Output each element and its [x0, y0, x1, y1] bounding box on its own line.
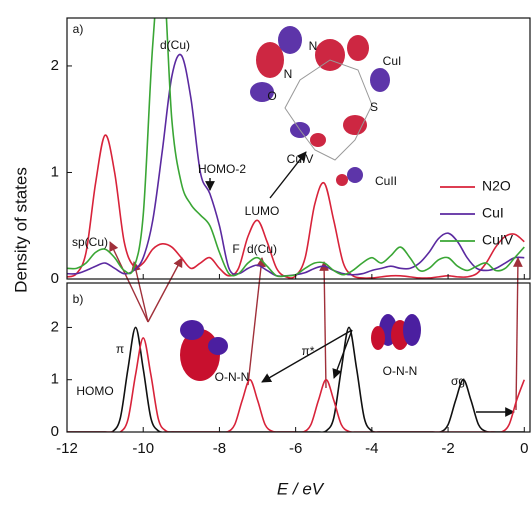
- legend-label: CuIV: [482, 232, 514, 248]
- y-tick-label: 1: [51, 371, 59, 388]
- x-tick-label: -6: [289, 440, 302, 457]
- annotation: d(Cu): [247, 242, 277, 256]
- annotation: d(Cu): [160, 38, 190, 52]
- arrow: [269, 151, 307, 199]
- orbital-lobe: [403, 314, 421, 346]
- plot-frame: [66, 282, 531, 433]
- annotation: N: [284, 67, 293, 81]
- annotation: CuI: [383, 54, 402, 68]
- series-line: [67, 18, 525, 278]
- orbital-lobe: [347, 167, 363, 183]
- arrow: [512, 257, 523, 411]
- arrows: [109, 151, 523, 417]
- orbital-lobe: [208, 337, 228, 355]
- orbital-lobe: [310, 133, 326, 147]
- annotation: a): [73, 22, 84, 36]
- orbital-lobe: [256, 42, 284, 78]
- annotation: π: [116, 342, 124, 356]
- orbital-lobe: [180, 320, 204, 340]
- arrow: [109, 241, 149, 323]
- arrow: [247, 257, 266, 386]
- plot-frame: [66, 17, 531, 280]
- annotation: HOMO-2: [198, 162, 246, 176]
- annotation: O-N-N: [215, 370, 250, 384]
- annotation: HOMO: [76, 384, 113, 398]
- x-axis-label: E / eV: [277, 479, 325, 498]
- arrow: [261, 329, 353, 383]
- annotation: CuII: [375, 174, 397, 188]
- annotation: O: [267, 89, 276, 103]
- x-tick-label: -2: [441, 440, 454, 457]
- orbital-sketches: [180, 26, 421, 381]
- y-tick-label: 2: [51, 318, 59, 335]
- y-tick-label: 1: [51, 163, 59, 180]
- y-axis-label: Density of states: [11, 167, 30, 293]
- orbital-lobe: [278, 26, 302, 54]
- arrow: [147, 257, 183, 323]
- annotation: O-N-N: [383, 364, 418, 378]
- annotation: σg: [451, 374, 465, 388]
- annotation: CuIV: [287, 152, 314, 166]
- annotation: S: [370, 100, 378, 114]
- legend-label: N2O: [482, 178, 511, 194]
- annotation: π*: [302, 344, 315, 358]
- orbital-lobe: [347, 35, 369, 61]
- orbital-lobe: [370, 68, 390, 92]
- x-tick-label: -4: [365, 440, 378, 457]
- annotation: LUMO: [245, 204, 280, 218]
- y-tick-label: 0: [51, 423, 59, 440]
- bond-frame: [284, 59, 373, 161]
- orbital-lobe: [336, 174, 348, 186]
- legend-label: CuI: [482, 205, 504, 221]
- orbital-lobe: [371, 326, 385, 350]
- x-tick-label: -8: [213, 440, 226, 457]
- x-tick-label: -12: [56, 440, 78, 457]
- y-tick-label: 0: [51, 270, 59, 287]
- orbital-lobe: [315, 39, 345, 71]
- annotation: F: [232, 242, 239, 256]
- annotation: N: [309, 39, 318, 53]
- series-line: [67, 326, 525, 432]
- annotation: b): [73, 292, 84, 306]
- y-tick-label: 2: [51, 57, 59, 74]
- x-tick-label: 0: [520, 440, 528, 457]
- orbital-lobe: [343, 115, 367, 135]
- plot-area: [67, 326, 526, 432]
- annotation: sp(Cu): [72, 235, 108, 249]
- orbital-lobe: [250, 82, 274, 102]
- series-line: [67, 337, 526, 432]
- x-tick-label: -10: [132, 440, 154, 457]
- arrow: [319, 261, 330, 389]
- arrow: [131, 261, 149, 323]
